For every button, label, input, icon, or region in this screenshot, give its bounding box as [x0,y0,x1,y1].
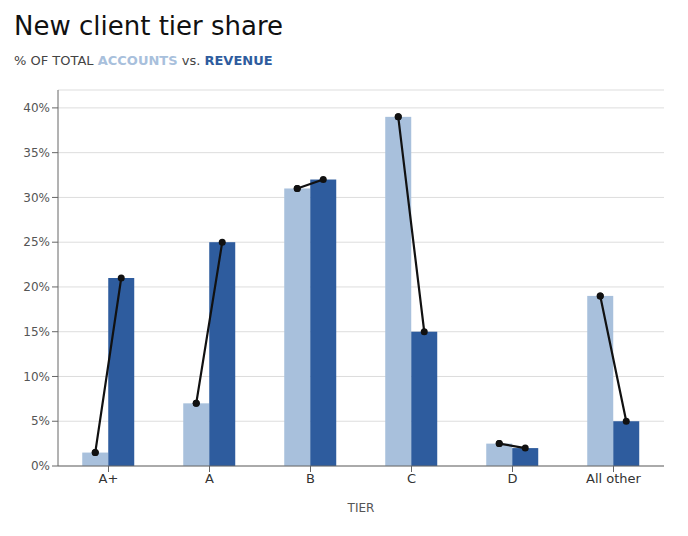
svg-text:10%: 10% [23,370,50,384]
svg-text:15%: 15% [23,325,50,339]
svg-text:All other: All other [586,471,642,486]
svg-text:20%: 20% [23,280,50,294]
svg-text:5%: 5% [31,414,50,428]
svg-text:C: C [407,471,416,486]
svg-text:A: A [205,471,214,486]
svg-text:40%: 40% [23,101,50,115]
svg-text:0%: 0% [31,459,50,473]
svg-text:A+: A+ [99,471,119,486]
svg-text:35%: 35% [23,146,50,160]
svg-text:25%: 25% [23,235,50,249]
svg-text:B: B [306,471,315,486]
svg-text:30%: 30% [23,191,50,205]
svg-text:D: D [507,471,517,486]
html-text:New client tier share: New client tier share [14,11,284,41]
svg-text:TIER: TIER [347,501,375,515]
html-text:% OF TOTAL ACCOUNTS vs. REVENU: % OF TOTAL ACCOUNTS vs. REVENUE [14,53,273,68]
